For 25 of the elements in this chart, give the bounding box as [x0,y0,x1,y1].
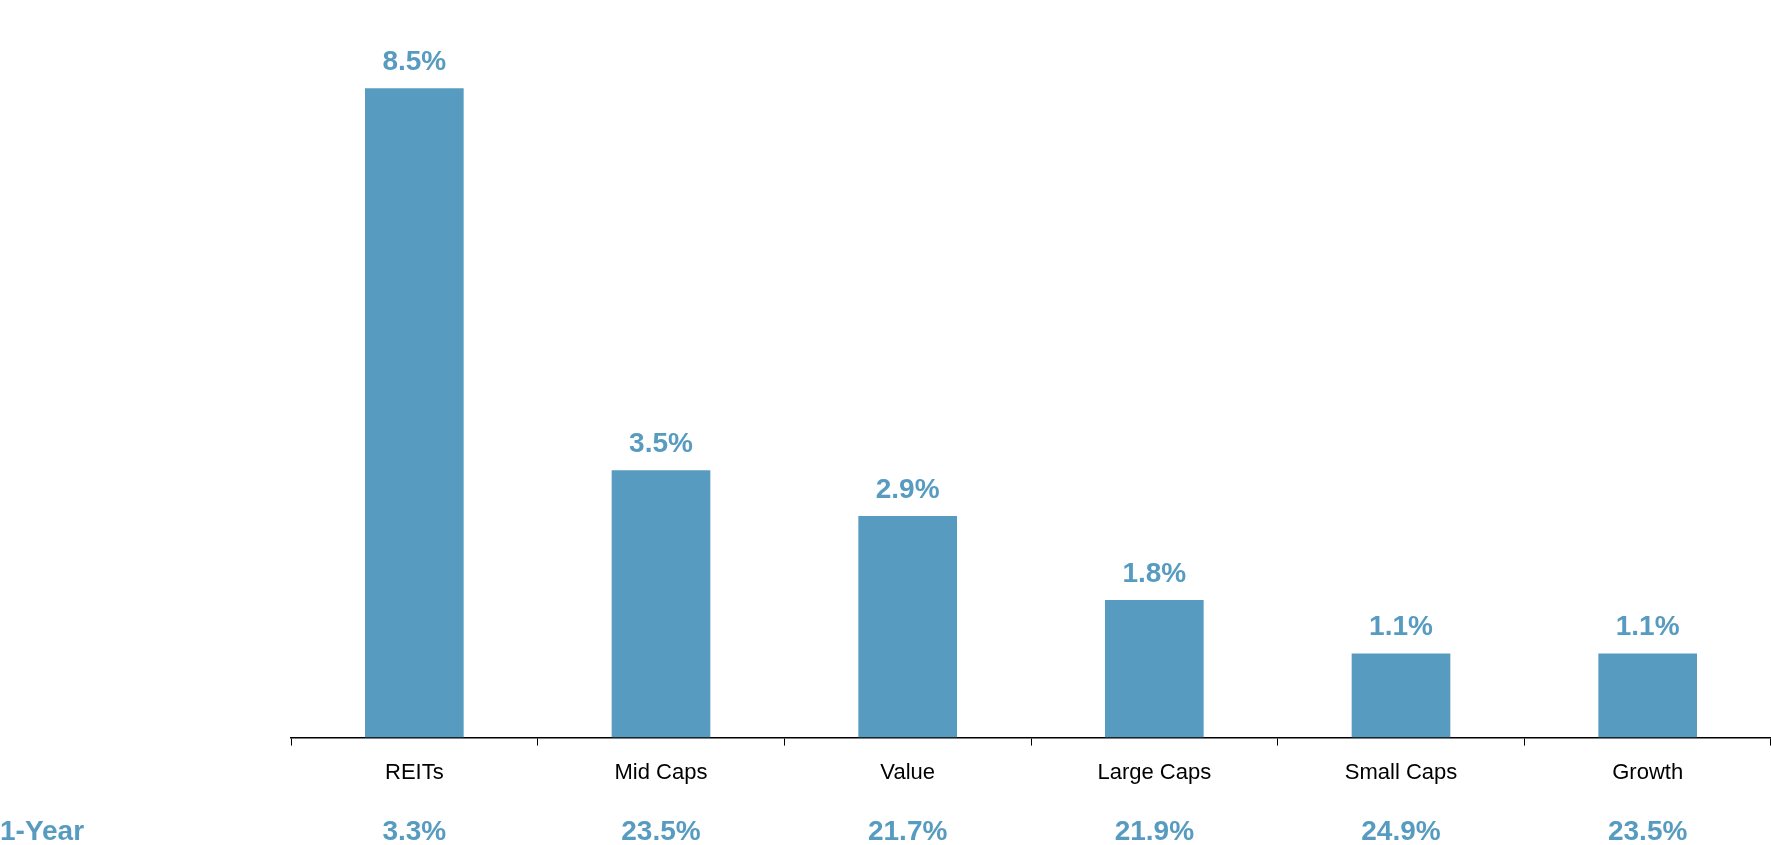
x-tick-label: Small Caps [1344,758,1458,784]
text: 24.9% [1361,814,1441,845]
data-label: 1.1% [1369,610,1434,642]
text: 23.5% [621,814,701,845]
data-label: 1.8% [1122,556,1187,588]
x-tick-label: Mid Caps [614,758,708,784]
bar [1351,653,1451,738]
bar [1598,653,1697,738]
x-tick-label: Large Caps [1097,758,1212,784]
bar [858,516,957,738]
text: 23.5% [1607,814,1688,845]
bar [1105,600,1204,738]
data-label: 8.5% [382,44,447,76]
bar [365,88,464,738]
data-label: 3.5% [629,426,694,458]
text: 3.3% [382,814,447,845]
x-tick-label: REITs [384,758,444,784]
x-tick-label: Growth [1612,758,1684,784]
bar [611,470,711,738]
data-label: 1.1% [1615,610,1680,642]
text: 1-Year [0,814,85,845]
x-tick-label: Value [880,758,935,784]
text: 21.9% [1114,814,1195,845]
text: 21.7% [867,814,948,845]
data-label: 2.9% [875,472,940,504]
